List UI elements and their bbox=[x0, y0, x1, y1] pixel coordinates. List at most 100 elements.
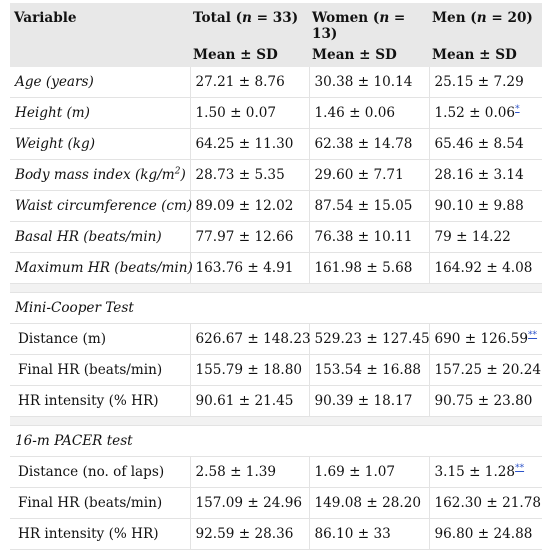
men-cell: 157.25 ± 20.24 bbox=[428, 354, 542, 386]
row-label: Height (m) bbox=[10, 97, 190, 129]
spacer-row bbox=[10, 416, 542, 426]
men-cell: 164.92 ± 4.08 bbox=[428, 252, 542, 284]
row-label: Age (years) bbox=[10, 67, 190, 98]
table-row: Body mass index (kg/m2) 28.73 ± 5.35 29.60… bbox=[10, 159, 542, 191]
men-cell: 25.15 ± 7.29 bbox=[428, 67, 542, 98]
table-row: Distance (m) 626.67 ± 148.23 529.23 ± 127.… bbox=[10, 323, 542, 355]
total-value: 1.50 ± 0.07 bbox=[189, 97, 309, 129]
section-title: 16-m PACER test bbox=[10, 425, 542, 457]
header-total: Total (n = 33) bbox=[190, 3, 309, 42]
women-value: 161.98 ± 5.68 bbox=[308, 252, 429, 284]
section-row: 16-m PACER test bbox=[10, 425, 542, 457]
men-value: 690 ± 126.59 bbox=[434, 331, 529, 347]
total-value: 163.76 ± 4.91 bbox=[189, 252, 309, 284]
women-value: 29.60 ± 7.71 bbox=[308, 159, 429, 191]
total-value: 27.21 ± 8.76 bbox=[189, 67, 309, 98]
results-table: Variable Total (n = 33) Women (n = 13) M… bbox=[10, 3, 542, 550]
table-row: Height (m) 1.50 ± 0.07 1.46 ± 0.06 1.52 ± 0… bbox=[10, 97, 542, 129]
significance-footnote-link[interactable]: ** bbox=[528, 330, 538, 341]
women-value: 153.54 ± 16.88 bbox=[308, 354, 429, 386]
total-value: 90.61 ± 21.45 bbox=[189, 385, 309, 417]
header-stat-row: Mean ± SD Mean ± SD Mean ± SD bbox=[10, 42, 542, 67]
men-cell: 690 ± 126.59** bbox=[428, 323, 542, 355]
table-row: Age (years) 27.21 ± 8.76 30.38 ± 10.14 25.1… bbox=[10, 67, 542, 98]
header-row: Variable Total (n = 33) Women (n = 13) M… bbox=[10, 3, 542, 42]
women-value: 76.38 ± 10.11 bbox=[308, 221, 429, 253]
header-stat-women: Mean ± SD bbox=[309, 42, 429, 67]
header-stat-total: Mean ± SD bbox=[190, 42, 309, 67]
total-value: 157.09 ± 24.96 bbox=[189, 487, 309, 519]
table-body: Age (years) 27.21 ± 8.76 30.38 ± 10.14 25.1… bbox=[10, 67, 542, 550]
men-value: 162.30 ± 21.78 bbox=[434, 495, 542, 511]
men-value: 28.16 ± 3.14 bbox=[434, 167, 524, 183]
women-value: 1.46 ± 0.06 bbox=[308, 97, 429, 129]
section-row: Mini-Cooper Test bbox=[10, 292, 542, 324]
women-value: 87.54 ± 15.05 bbox=[308, 190, 429, 222]
men-value: 1.52 ± 0.06 bbox=[434, 105, 516, 121]
men-value: 164.92 ± 4.08 bbox=[434, 260, 533, 276]
men-value: 3.15 ± 1.28 bbox=[434, 464, 516, 480]
women-value: 149.08 ± 28.20 bbox=[308, 487, 429, 519]
total-value: 626.67 ± 148.23 bbox=[189, 323, 311, 355]
table-row: Weight (kg) 64.25 ± 11.30 62.38 ± 14.78 65.… bbox=[10, 128, 542, 160]
section-title: Mini-Cooper Test bbox=[10, 292, 542, 324]
men-value: 90.75 ± 23.80 bbox=[434, 393, 533, 409]
women-value: 86.10 ± 33 bbox=[308, 518, 429, 550]
men-cell: 28.16 ± 3.14 bbox=[428, 159, 542, 191]
total-value: 92.59 ± 28.36 bbox=[189, 518, 309, 550]
header-women: Women (n = 13) bbox=[309, 3, 429, 42]
header-stat-men: Mean ± SD bbox=[429, 42, 542, 67]
row-label: Final HR (beats/min) bbox=[10, 354, 190, 386]
men-cell: 3.15 ± 1.28** bbox=[428, 456, 542, 488]
men-value: 79 ± 14.22 bbox=[434, 229, 511, 245]
men-cell: 90.10 ± 9.88 bbox=[428, 190, 542, 222]
total-value: 64.25 ± 11.30 bbox=[189, 128, 309, 160]
row-label: Body mass index (kg/m2) bbox=[10, 159, 190, 191]
men-cell: 1.52 ± 0.06* bbox=[428, 97, 542, 129]
spacer-cell bbox=[10, 283, 542, 293]
men-cell: 90.75 ± 23.80 bbox=[428, 385, 542, 417]
header-blank bbox=[10, 42, 190, 67]
table-row: Basal HR (beats/min) 77.97 ± 12.66 76.38 ±… bbox=[10, 221, 542, 253]
row-label: Basal HR (beats/min) bbox=[10, 221, 190, 253]
row-label: Distance (no. of laps) bbox=[10, 456, 190, 488]
men-value: 90.10 ± 9.88 bbox=[434, 198, 524, 214]
spacer-row bbox=[10, 283, 542, 293]
row-label: HR intensity (% HR) bbox=[10, 518, 190, 550]
women-value: 529.23 ± 127.45 bbox=[308, 323, 430, 355]
row-label: HR intensity (% HR) bbox=[10, 385, 190, 417]
table-row: Waist circumference (cm) 89.09 ± 12.02 87.… bbox=[10, 190, 542, 222]
table-row: Final HR (beats/min) 155.79 ± 18.80 153.54… bbox=[10, 354, 542, 386]
row-label: Weight (kg) bbox=[10, 128, 190, 160]
women-value: 30.38 ± 10.14 bbox=[308, 67, 429, 98]
total-value: 2.58 ± 1.39 bbox=[189, 456, 309, 488]
men-value: 25.15 ± 7.29 bbox=[434, 74, 524, 90]
row-label: Waist circumference (cm) bbox=[10, 190, 192, 222]
superscript: 2 bbox=[174, 166, 181, 177]
header-men: Men (n = 20) bbox=[429, 3, 542, 42]
men-cell: 65.46 ± 8.54 bbox=[428, 128, 542, 160]
men-cell: 162.30 ± 21.78 bbox=[428, 487, 542, 519]
table-row: Final HR (beats/min) 157.09 ± 24.96 149.08… bbox=[10, 487, 542, 519]
spacer-cell bbox=[10, 416, 542, 426]
table-header: Variable Total (n = 33) Women (n = 13) M… bbox=[10, 3, 542, 67]
significance-footnote-link[interactable]: ** bbox=[515, 463, 525, 474]
total-value: 28.73 ± 5.35 bbox=[189, 159, 309, 191]
row-label: Final HR (beats/min) bbox=[10, 487, 190, 519]
row-label: Distance (m) bbox=[10, 323, 190, 355]
row-label: Maximum HR (beats/min) bbox=[10, 252, 193, 284]
total-value: 155.79 ± 18.80 bbox=[189, 354, 309, 386]
total-value: 89.09 ± 12.02 bbox=[189, 190, 309, 222]
table-row: HR intensity (% HR) 90.61 ± 21.45 90.39 ± … bbox=[10, 385, 542, 417]
women-value: 90.39 ± 18.17 bbox=[308, 385, 429, 417]
table-row: Distance (no. of laps) 2.58 ± 1.39 1.69 ± … bbox=[10, 456, 542, 488]
men-value: 96.80 ± 24.88 bbox=[434, 526, 533, 542]
men-cell: 79 ± 14.22 bbox=[428, 221, 542, 253]
header-variable: Variable bbox=[10, 3, 190, 42]
significance-footnote-link[interactable]: * bbox=[515, 104, 520, 115]
men-value: 157.25 ± 20.24 bbox=[434, 362, 542, 378]
women-value: 1.69 ± 1.07 bbox=[308, 456, 429, 488]
total-value: 77.97 ± 12.66 bbox=[189, 221, 309, 253]
table-row: Maximum HR (beats/min) 163.76 ± 4.91 161.9… bbox=[10, 252, 542, 284]
men-cell: 96.80 ± 24.88 bbox=[428, 518, 542, 550]
